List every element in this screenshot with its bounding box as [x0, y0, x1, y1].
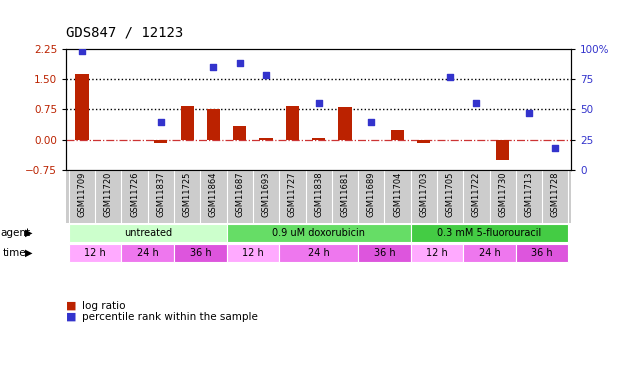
Text: GSM11713: GSM11713: [524, 172, 533, 217]
Text: GSM11681: GSM11681: [341, 172, 350, 217]
Bar: [155, 140, 167, 142]
Bar: [496, 140, 509, 160]
Text: GSM11703: GSM11703: [420, 172, 428, 217]
Bar: [227, 224, 411, 242]
Point: [524, 110, 534, 116]
Text: ▶: ▶: [25, 248, 32, 258]
Bar: [180, 106, 194, 140]
Bar: [279, 244, 358, 261]
Text: log ratio: log ratio: [82, 301, 126, 310]
Point: [208, 64, 218, 70]
Text: GSM11687: GSM11687: [235, 172, 244, 217]
Point: [235, 60, 245, 66]
Bar: [411, 224, 569, 242]
Text: untreated: untreated: [124, 228, 172, 238]
Bar: [121, 244, 174, 261]
Text: time: time: [3, 248, 27, 258]
Bar: [174, 244, 227, 261]
Bar: [233, 126, 246, 140]
Text: agent: agent: [1, 228, 31, 238]
Bar: [207, 109, 220, 140]
Text: 36 h: 36 h: [189, 248, 211, 258]
Bar: [391, 130, 404, 140]
Text: GSM11726: GSM11726: [130, 172, 139, 217]
Bar: [338, 106, 351, 140]
Bar: [516, 244, 569, 261]
Text: GSM11725: GSM11725: [183, 172, 192, 217]
Text: 36 h: 36 h: [531, 248, 553, 258]
Text: 12 h: 12 h: [85, 248, 106, 258]
Point: [445, 74, 455, 80]
Point: [261, 72, 271, 78]
Text: percentile rank within the sample: percentile rank within the sample: [82, 312, 258, 322]
Bar: [69, 224, 227, 242]
Text: 24 h: 24 h: [479, 248, 500, 258]
Bar: [227, 244, 280, 261]
Text: GDS847 / 12123: GDS847 / 12123: [66, 26, 184, 39]
Point: [471, 100, 481, 106]
Text: ■: ■: [66, 312, 77, 322]
Text: 24 h: 24 h: [308, 248, 329, 258]
Text: GSM11709: GSM11709: [78, 172, 86, 217]
Point: [550, 145, 560, 151]
Point: [77, 48, 87, 54]
Text: 0.9 uM doxorubicin: 0.9 uM doxorubicin: [272, 228, 365, 238]
Text: GSM11864: GSM11864: [209, 172, 218, 217]
Text: GSM11689: GSM11689: [367, 172, 375, 217]
Bar: [463, 244, 516, 261]
Text: 12 h: 12 h: [426, 248, 448, 258]
Point: [366, 118, 376, 124]
Text: 36 h: 36 h: [374, 248, 395, 258]
Text: GSM11837: GSM11837: [156, 172, 165, 217]
Text: GSM11704: GSM11704: [393, 172, 402, 217]
Text: GSM11838: GSM11838: [314, 172, 323, 217]
Bar: [259, 138, 273, 140]
Text: GSM11730: GSM11730: [498, 172, 507, 217]
Bar: [411, 244, 463, 261]
Bar: [417, 140, 430, 142]
Bar: [312, 138, 325, 140]
Text: 24 h: 24 h: [137, 248, 158, 258]
Bar: [69, 244, 121, 261]
Point: [156, 118, 166, 124]
Point: [314, 100, 324, 106]
Text: 12 h: 12 h: [242, 248, 264, 258]
Text: GSM11728: GSM11728: [551, 172, 560, 217]
Bar: [76, 74, 88, 140]
Text: GSM11720: GSM11720: [104, 172, 113, 217]
Text: 0.3 mM 5-fluorouracil: 0.3 mM 5-fluorouracil: [437, 228, 541, 238]
Text: GSM11705: GSM11705: [445, 172, 454, 217]
Bar: [286, 106, 299, 140]
Text: GSM11693: GSM11693: [262, 172, 271, 217]
Text: ▶: ▶: [25, 228, 32, 238]
Text: GSM11722: GSM11722: [472, 172, 481, 217]
Bar: [358, 244, 411, 261]
Text: GSM11727: GSM11727: [288, 172, 297, 217]
Text: ■: ■: [66, 301, 77, 310]
